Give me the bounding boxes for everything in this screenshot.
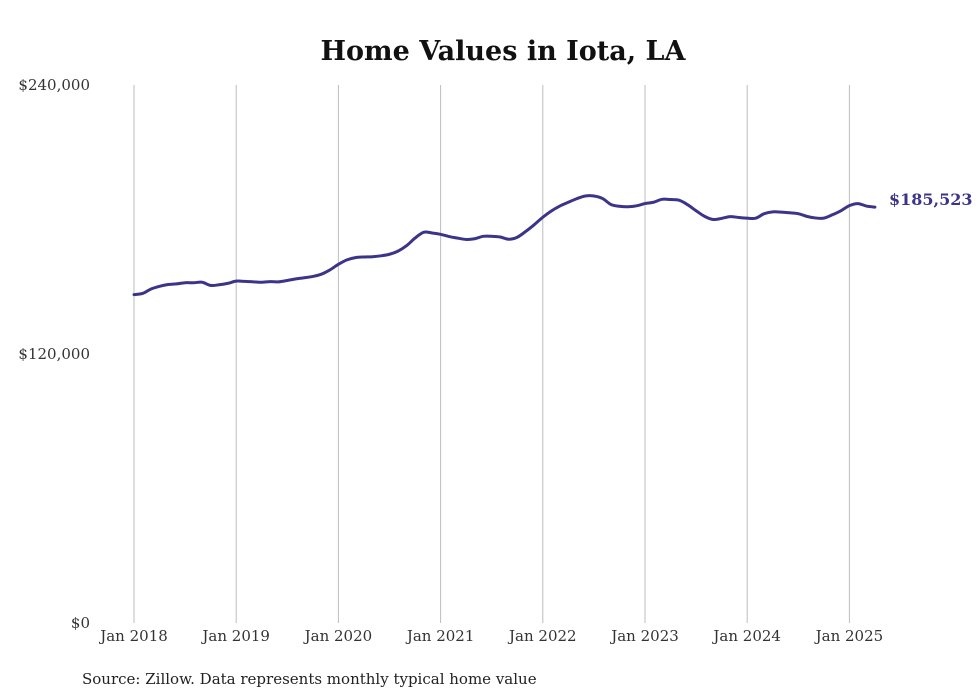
series-line-0 bbox=[132, 194, 877, 297]
y-tick-label: $0 bbox=[71, 614, 90, 632]
y-tick-label: $240,000 bbox=[18, 76, 90, 94]
chart-title: Home Values in Iota, LA bbox=[321, 36, 687, 67]
x-tick-label: Jan 2018 bbox=[98, 627, 168, 645]
x-tick-label: Jan 2021 bbox=[405, 627, 475, 645]
plot-area bbox=[132, 194, 877, 297]
x-tick-label: Jan 2019 bbox=[200, 627, 270, 645]
gridlines bbox=[133, 85, 850, 623]
x-tick-label: Jan 2020 bbox=[303, 627, 373, 645]
last-value-label: $185,523 bbox=[889, 190, 973, 209]
x-tick-label: Jan 2024 bbox=[711, 627, 781, 645]
y-tick-label: $120,000 bbox=[18, 345, 90, 363]
x-tick-label: Jan 2025 bbox=[814, 627, 884, 645]
source-note: Source: Zillow. Data represents monthly … bbox=[82, 670, 537, 688]
y-axis: $0 $120,000 $240,000 bbox=[18, 76, 90, 632]
x-tick-label: Jan 2022 bbox=[507, 627, 577, 645]
x-axis: Jan 2018 Jan 2019 Jan 2020 Jan 2021 Jan 2022… bbox=[98, 627, 883, 645]
x-tick-label: Jan 2023 bbox=[609, 627, 679, 645]
